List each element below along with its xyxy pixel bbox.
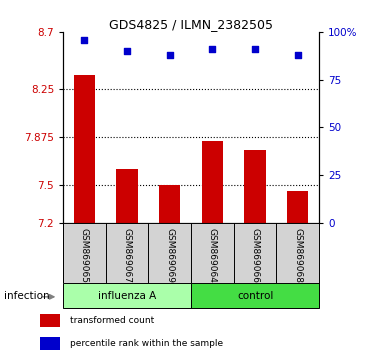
Point [252, 46, 258, 52]
Point [295, 52, 301, 58]
Bar [287, 191, 308, 223]
Bar [116, 170, 138, 223]
Bar [63, 283, 191, 308]
Bar [244, 150, 266, 223]
Text: GSM869068: GSM869068 [293, 228, 302, 283]
Point [82, 37, 88, 42]
Text: influenza A: influenza A [98, 291, 156, 301]
Bar [40, 337, 60, 350]
Text: GSM869069: GSM869069 [165, 228, 174, 283]
Text: control: control [237, 291, 273, 301]
Bar [202, 142, 223, 223]
Point [210, 46, 216, 52]
Bar [159, 185, 180, 223]
Text: GSM869065: GSM869065 [80, 228, 89, 283]
Point [167, 52, 173, 58]
Bar [191, 283, 319, 308]
Text: GSM869066: GSM869066 [250, 228, 260, 283]
Text: percentile rank within the sample: percentile rank within the sample [70, 339, 223, 348]
Bar [74, 75, 95, 223]
Point [124, 48, 130, 54]
Title: GDS4825 / ILMN_2382505: GDS4825 / ILMN_2382505 [109, 18, 273, 31]
Text: transformed count: transformed count [70, 316, 154, 325]
Text: GSM869067: GSM869067 [122, 228, 132, 283]
Text: GSM869064: GSM869064 [208, 228, 217, 283]
Bar [40, 314, 60, 327]
Text: infection: infection [4, 291, 49, 301]
